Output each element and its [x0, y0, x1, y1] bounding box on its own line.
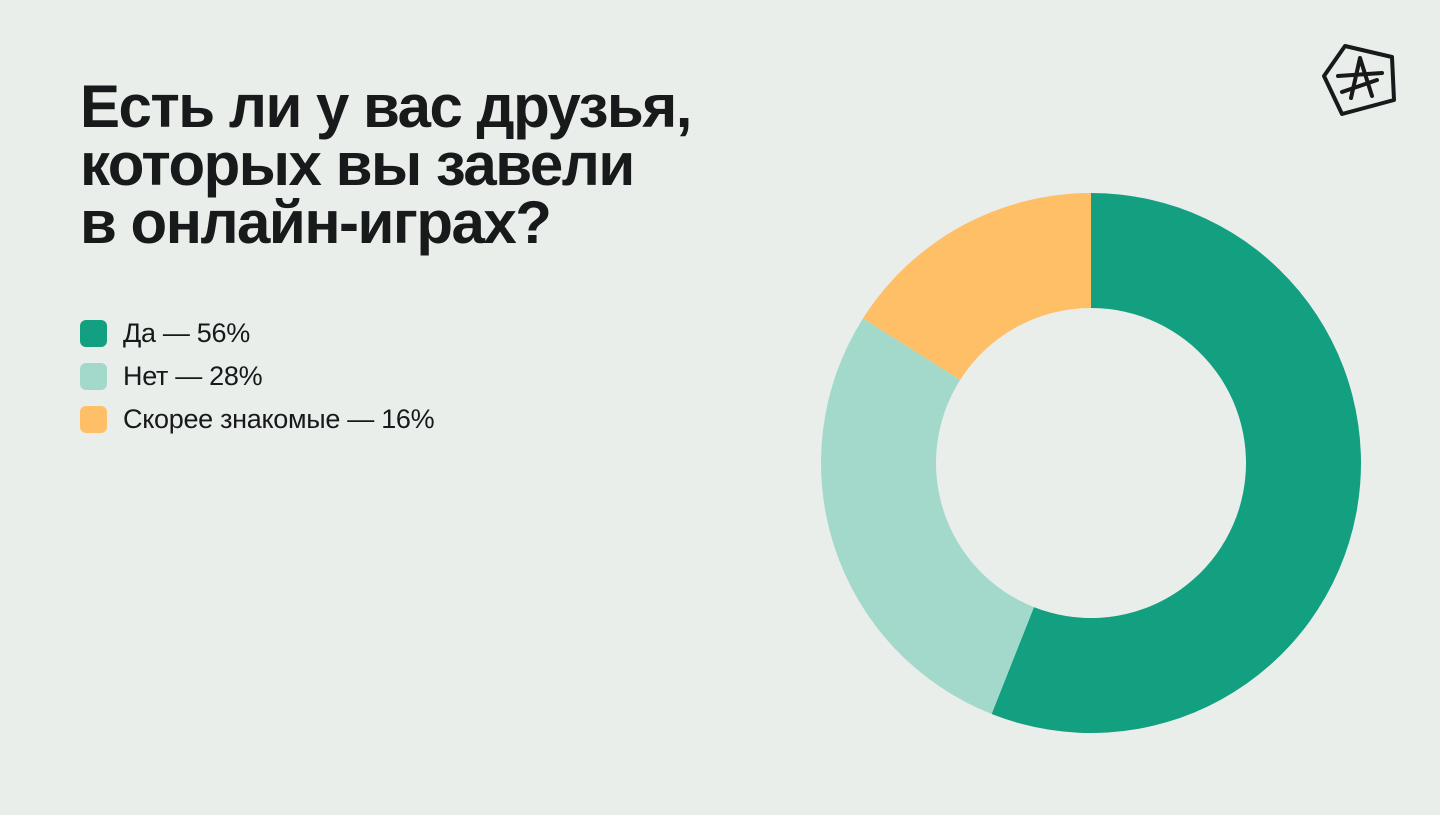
legend-item-znakomye: Скорее знакомые — 16% — [80, 398, 435, 441]
donut-slice-net — [821, 318, 1034, 715]
legend-label-znakomye: Скорее знакомые — 16% — [123, 404, 435, 434]
legend-label-da: Да — 56% — [123, 318, 250, 348]
title-line-1: Есть ли у вас друзья, — [80, 73, 692, 140]
legend-label-net: Нет — 28% — [123, 361, 263, 391]
star-badge-logo-icon — [1322, 44, 1396, 116]
chart-title: Есть ли у вас друзья, которых вы завели … — [80, 73, 760, 256]
legend-swatch-znakomye — [80, 406, 107, 433]
chart-legend: Да — 56% Нет — 28% Скорее знакомые — 16% — [80, 312, 435, 441]
donut-slice-znakomye — [863, 193, 1091, 380]
title-line-3: в онлайн-играх? — [80, 189, 552, 256]
legend-item-net: Нет — 28% — [80, 355, 434, 398]
legend-swatch-net — [80, 363, 107, 390]
title-line-2: которых вы завели — [80, 131, 635, 198]
legend-swatch-da — [80, 320, 107, 347]
donut-slice-da — [991, 193, 1362, 734]
legend-item-da: Да — 56% — [80, 312, 434, 355]
